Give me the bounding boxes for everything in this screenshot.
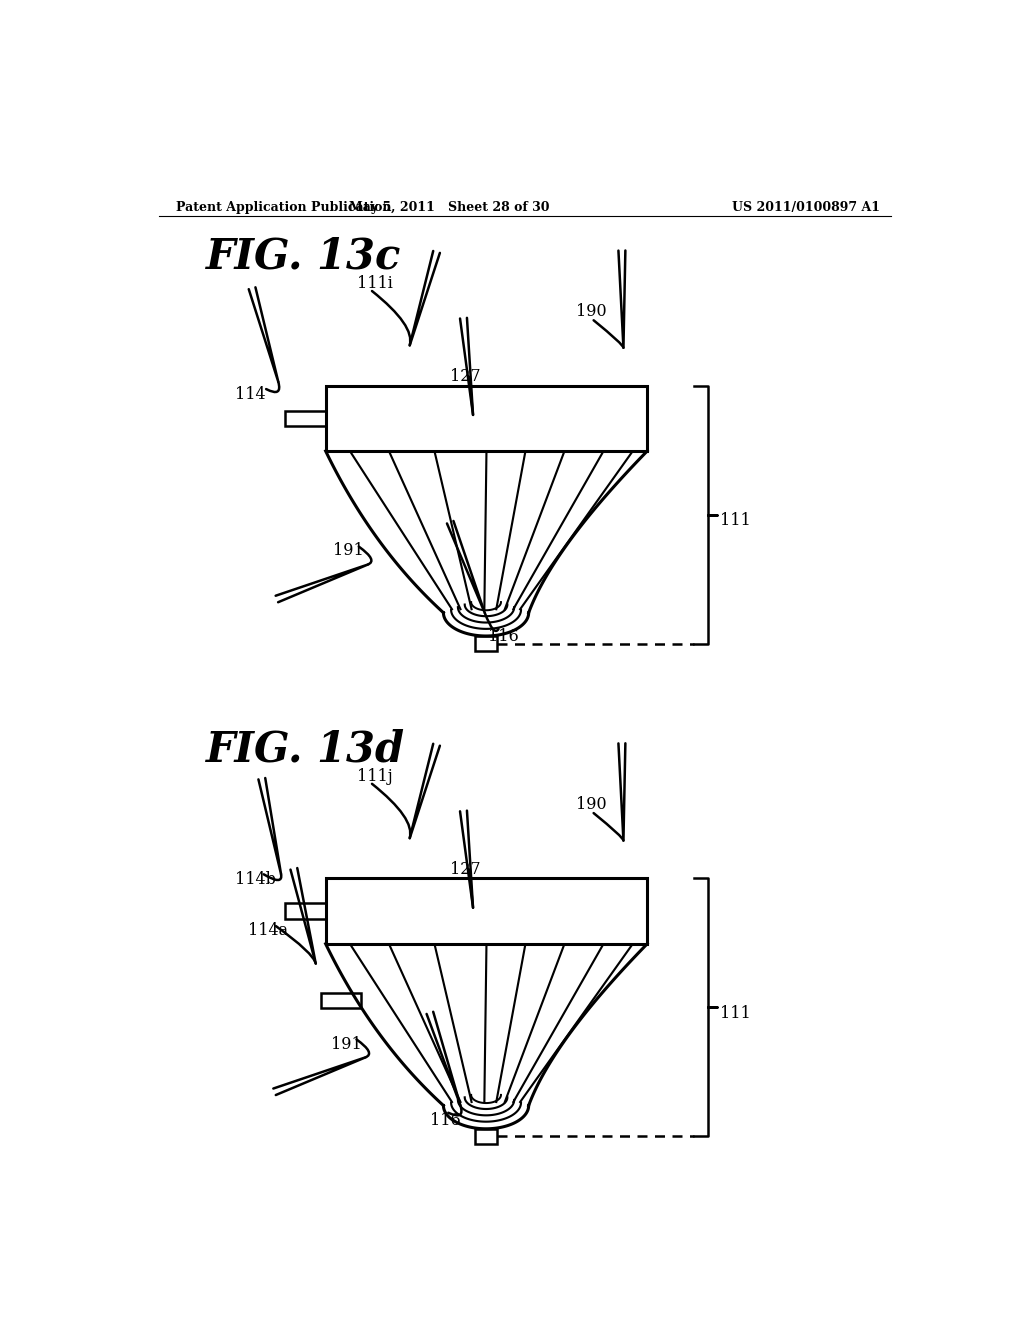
Bar bbox=[286, 411, 326, 426]
Text: 114: 114 bbox=[234, 385, 265, 403]
Text: US 2011/0100897 A1: US 2011/0100897 A1 bbox=[732, 201, 881, 214]
Text: 111j: 111j bbox=[356, 768, 392, 785]
Bar bbox=[326, 878, 647, 944]
Text: 127: 127 bbox=[450, 861, 480, 878]
Bar bbox=[286, 903, 326, 919]
Text: 111i: 111i bbox=[356, 276, 392, 293]
Text: 111: 111 bbox=[720, 1005, 751, 1022]
Text: Patent Application Publication: Patent Application Publication bbox=[176, 201, 391, 214]
Text: 111: 111 bbox=[720, 512, 751, 529]
Text: 127: 127 bbox=[450, 368, 480, 385]
Text: 191: 191 bbox=[331, 1036, 361, 1053]
Bar bbox=[326, 385, 647, 451]
Bar bbox=[475, 636, 497, 651]
Text: 114b: 114b bbox=[234, 871, 275, 887]
Text: 116: 116 bbox=[430, 1111, 461, 1129]
Bar bbox=[321, 993, 361, 1008]
Text: 116: 116 bbox=[488, 628, 519, 645]
Text: FIG. 13c: FIG. 13c bbox=[206, 235, 400, 277]
Text: May 5, 2011   Sheet 28 of 30: May 5, 2011 Sheet 28 of 30 bbox=[349, 201, 550, 214]
Text: 114a: 114a bbox=[248, 923, 288, 940]
Text: FIG. 13d: FIG. 13d bbox=[206, 729, 404, 770]
Text: 190: 190 bbox=[575, 796, 606, 813]
Text: 191: 191 bbox=[334, 543, 365, 558]
Text: 190: 190 bbox=[575, 304, 606, 321]
Bar bbox=[475, 1129, 497, 1144]
